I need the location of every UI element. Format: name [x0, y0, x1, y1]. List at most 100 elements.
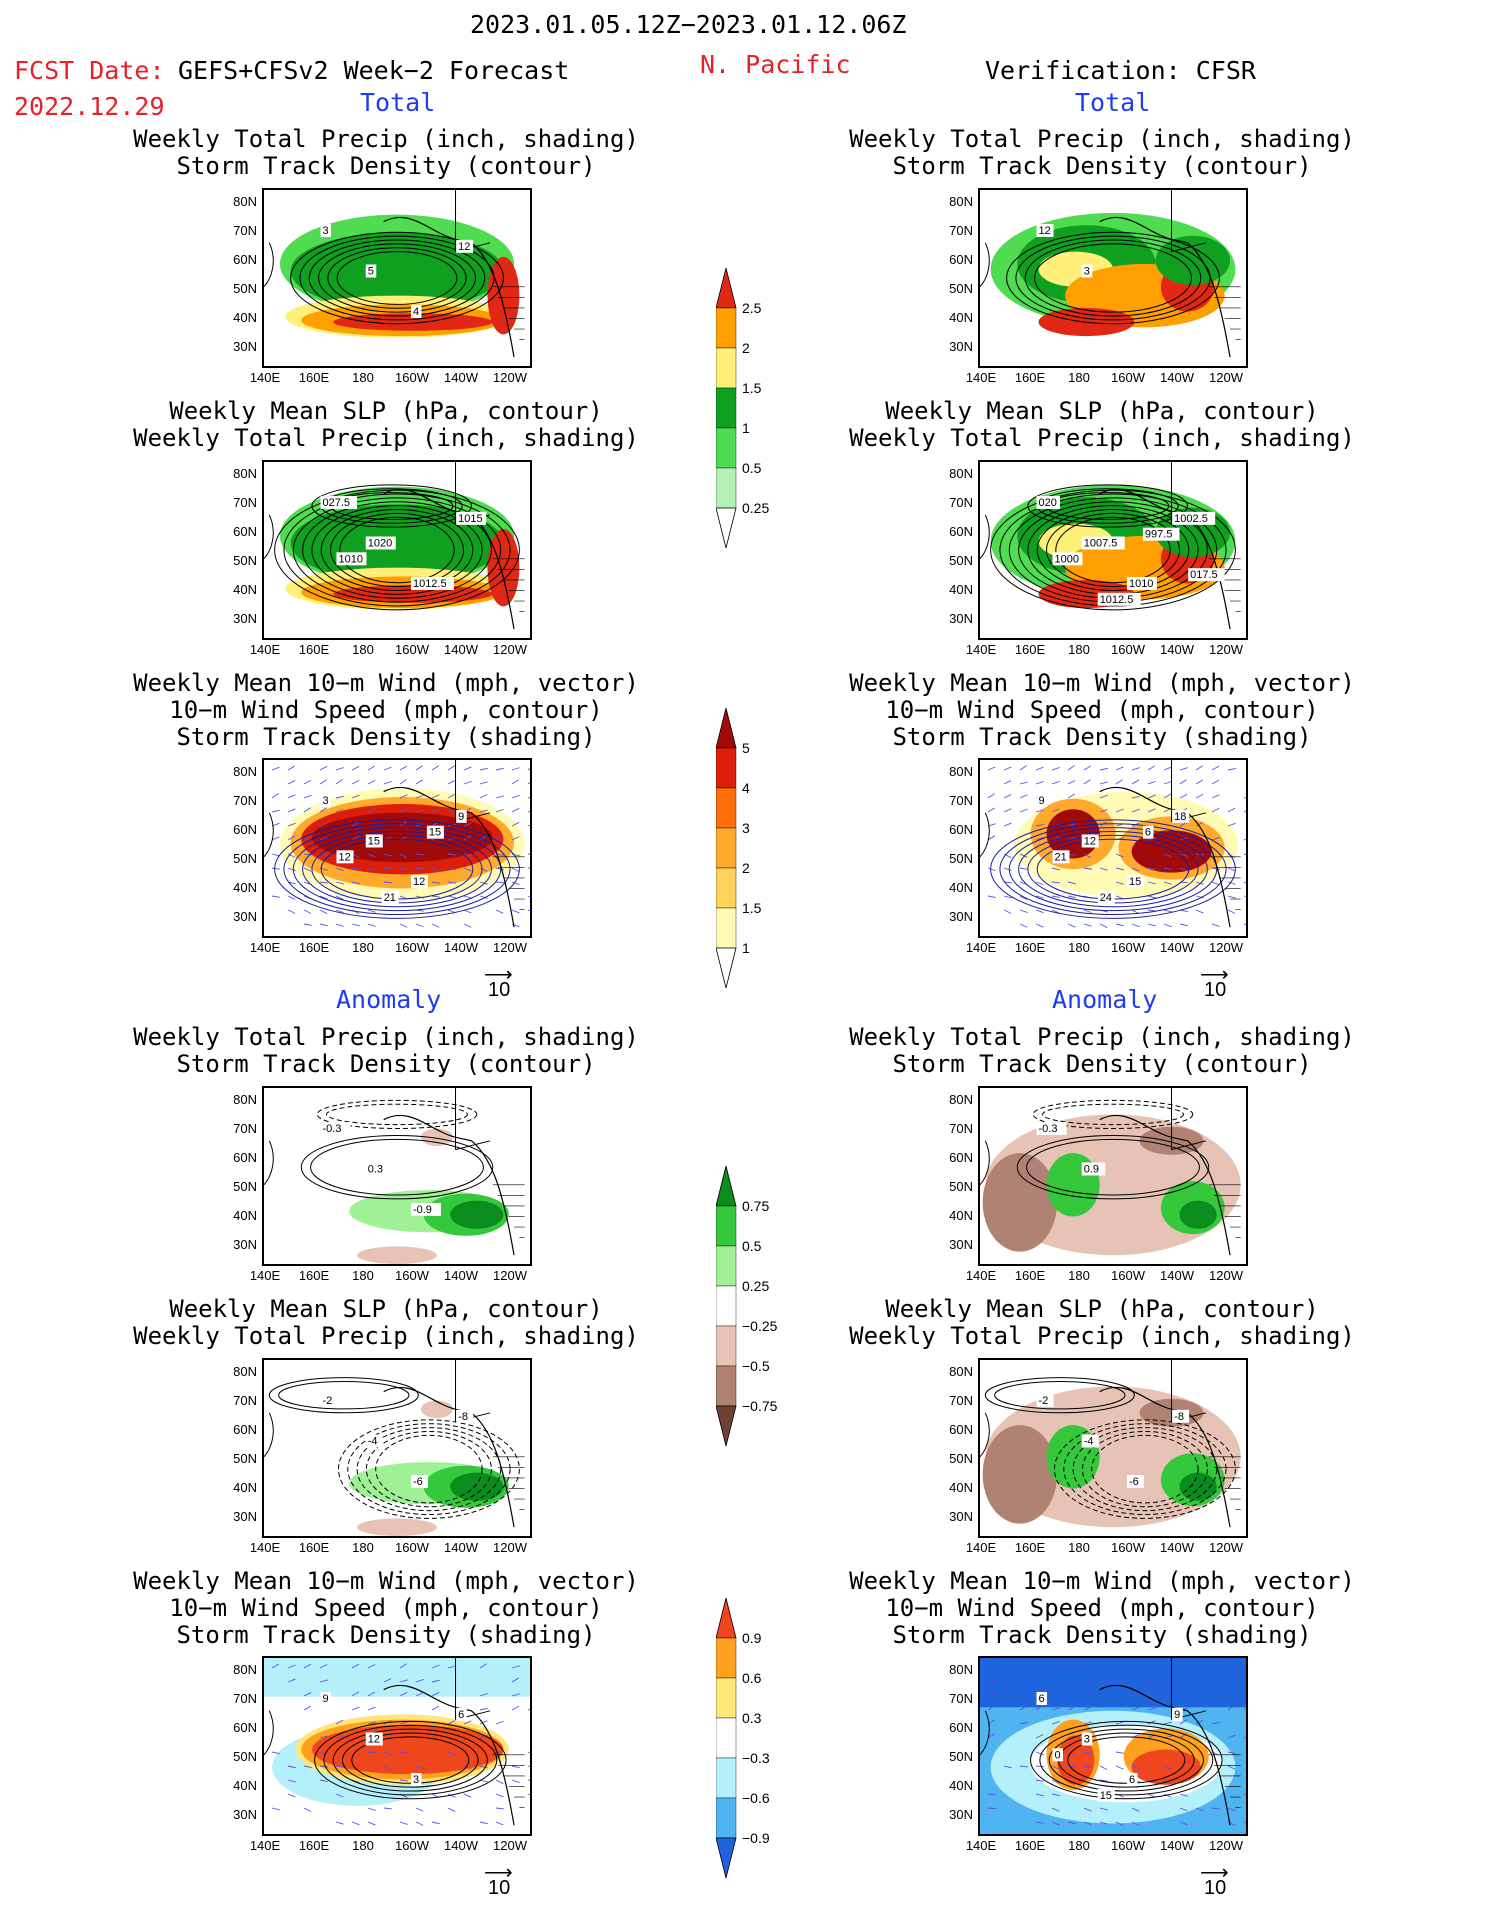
vector-key-label: 10 — [484, 1877, 513, 1900]
colorbar-label: 3 — [742, 820, 750, 836]
colorbar-segment — [716, 348, 736, 388]
wind-vector — [1212, 780, 1219, 784]
colorbar-label: 2 — [742, 340, 750, 356]
colorbar-svg: 0.750.50.25−0.25−0.5−0.75 — [716, 1166, 796, 1496]
longitude-label: 180 — [1054, 642, 1104, 657]
longitude-label: 120W — [485, 370, 535, 385]
wind-vector — [496, 882, 504, 883]
colorbar-bottom-triangle — [716, 508, 736, 548]
wind-vector — [288, 1794, 295, 1797]
longitude-label: 160W — [1103, 370, 1153, 385]
title-forecast-total-wind: Weekly Mean 10−m Wind (mph, vector) 10−m … — [66, 670, 706, 751]
anomaly-precip-shading — [1180, 1201, 1217, 1229]
contour-label-text: 9 — [1039, 795, 1045, 807]
contour-label: -6 — [411, 1475, 428, 1488]
contour-label-text: 1007.5 — [1084, 537, 1118, 549]
longitude-label: 140W — [1152, 1268, 1202, 1283]
latitude-label: 60N — [217, 252, 257, 267]
contour-label: -6 — [1127, 1475, 1144, 1488]
wind-vector — [448, 1808, 455, 1812]
longitude-label: 120W — [485, 940, 535, 955]
wind-vector — [496, 1808, 504, 1809]
wind-vector — [512, 868, 519, 872]
longitude-label: 160W — [1103, 642, 1153, 657]
wind-vector — [1020, 766, 1027, 770]
wind-vector — [288, 910, 295, 913]
wind-vector — [496, 910, 503, 913]
contour-label: 1012.5 — [411, 577, 454, 590]
wind-vector — [304, 1808, 311, 1812]
colorbar-label: 0.25 — [742, 1278, 769, 1294]
longitude-label: 160W — [387, 1838, 437, 1853]
wind-vector — [1212, 882, 1219, 885]
latitude-label: 30N — [217, 909, 257, 924]
contour-label: 1010 — [336, 552, 366, 565]
latitude-label: 50N — [933, 281, 973, 296]
latitude-label: 50N — [933, 1179, 973, 1194]
map-svg: -2-4-6-8 — [264, 1360, 530, 1536]
anomaly-precip-shading — [450, 1201, 503, 1229]
title-forecast-total-slp: Weekly Mean SLP (hPa, contour) Weekly Tot… — [66, 398, 706, 452]
longitude-label: 160E — [1005, 1268, 1055, 1283]
contour-label: 12 — [1082, 834, 1099, 847]
wind-vector — [528, 810, 530, 812]
longitude-label: 160E — [1005, 940, 1055, 955]
colorbar-label: −0.3 — [742, 1750, 770, 1766]
wind-vector — [528, 823, 530, 826]
colorbar-label: 0.6 — [742, 1670, 762, 1686]
wind-vector — [496, 1780, 503, 1784]
colorbar-top-triangle — [716, 268, 736, 308]
wind-vector — [1228, 768, 1236, 770]
contour-label: 18 — [1172, 810, 1189, 823]
map-panel-forecast-wind: 3 15 12 9 12 21 15 — [262, 758, 532, 938]
wind-vector — [1084, 780, 1091, 784]
map-svg: 315129122115 — [264, 760, 530, 936]
contour-label: -8 — [1172, 1410, 1189, 1423]
latitude-label: 70N — [217, 1393, 257, 1408]
title-verif-total-wind: Weekly Mean 10−m Wind (mph, vector) 10−m … — [782, 670, 1422, 751]
wind-vector — [1004, 809, 1011, 812]
wind-vector — [304, 924, 312, 925]
wind-vector — [352, 1822, 359, 1825]
wind-vector — [1244, 838, 1246, 840]
wind-vector — [352, 780, 359, 784]
wind-vector — [448, 766, 455, 770]
contour-label-text: 9 — [1174, 1709, 1180, 1721]
wind-vector — [352, 766, 359, 770]
contour-label-text: 3 — [323, 225, 329, 237]
contour-label: 3 — [411, 1773, 422, 1786]
wind-vector — [1004, 868, 1012, 870]
longitude-label: 160W — [387, 940, 437, 955]
total-label-left: Total — [360, 88, 435, 117]
map-panel-verification-aprecip: -0.3 0.9 — [978, 1086, 1248, 1266]
wind-vector — [448, 780, 455, 784]
latitude-label: 80N — [217, 1662, 257, 1677]
longitude-label: 140E — [956, 940, 1006, 955]
contour-label: 15 — [427, 826, 444, 839]
wind-vector — [1164, 924, 1171, 927]
vector-key-forecast-anom: ⟶ 10 — [484, 1860, 513, 1900]
wind-vector — [1180, 780, 1187, 784]
wind-vector — [1052, 781, 1060, 784]
map-svg: 0201007.510101002.510001012.5997.5017.5 — [980, 462, 1246, 638]
contour-label-text: 15 — [429, 827, 441, 839]
wind-vector — [512, 910, 519, 913]
wind-vector — [1068, 766, 1075, 770]
wind-vector — [464, 1794, 471, 1797]
latitude-label: 30N — [217, 1509, 257, 1524]
contour-label-text: 12 — [368, 1733, 380, 1745]
wind-vector — [1212, 924, 1220, 926]
wind-vector — [1116, 767, 1123, 770]
anomaly-precip-shading — [421, 1400, 453, 1418]
wind-vector — [1084, 924, 1092, 926]
wind-vector — [416, 766, 423, 770]
contour-label: 3 — [1082, 1732, 1093, 1745]
wind-vector — [1212, 808, 1219, 812]
contour-label: -8 — [456, 1410, 473, 1423]
wind-vector — [272, 810, 280, 812]
colorbar-label: 0.5 — [742, 1238, 762, 1254]
contour-label: 9 — [1037, 794, 1048, 807]
wind-vector — [1020, 924, 1027, 927]
longitude-label: 140E — [240, 370, 290, 385]
wind-vector — [1180, 768, 1188, 770]
